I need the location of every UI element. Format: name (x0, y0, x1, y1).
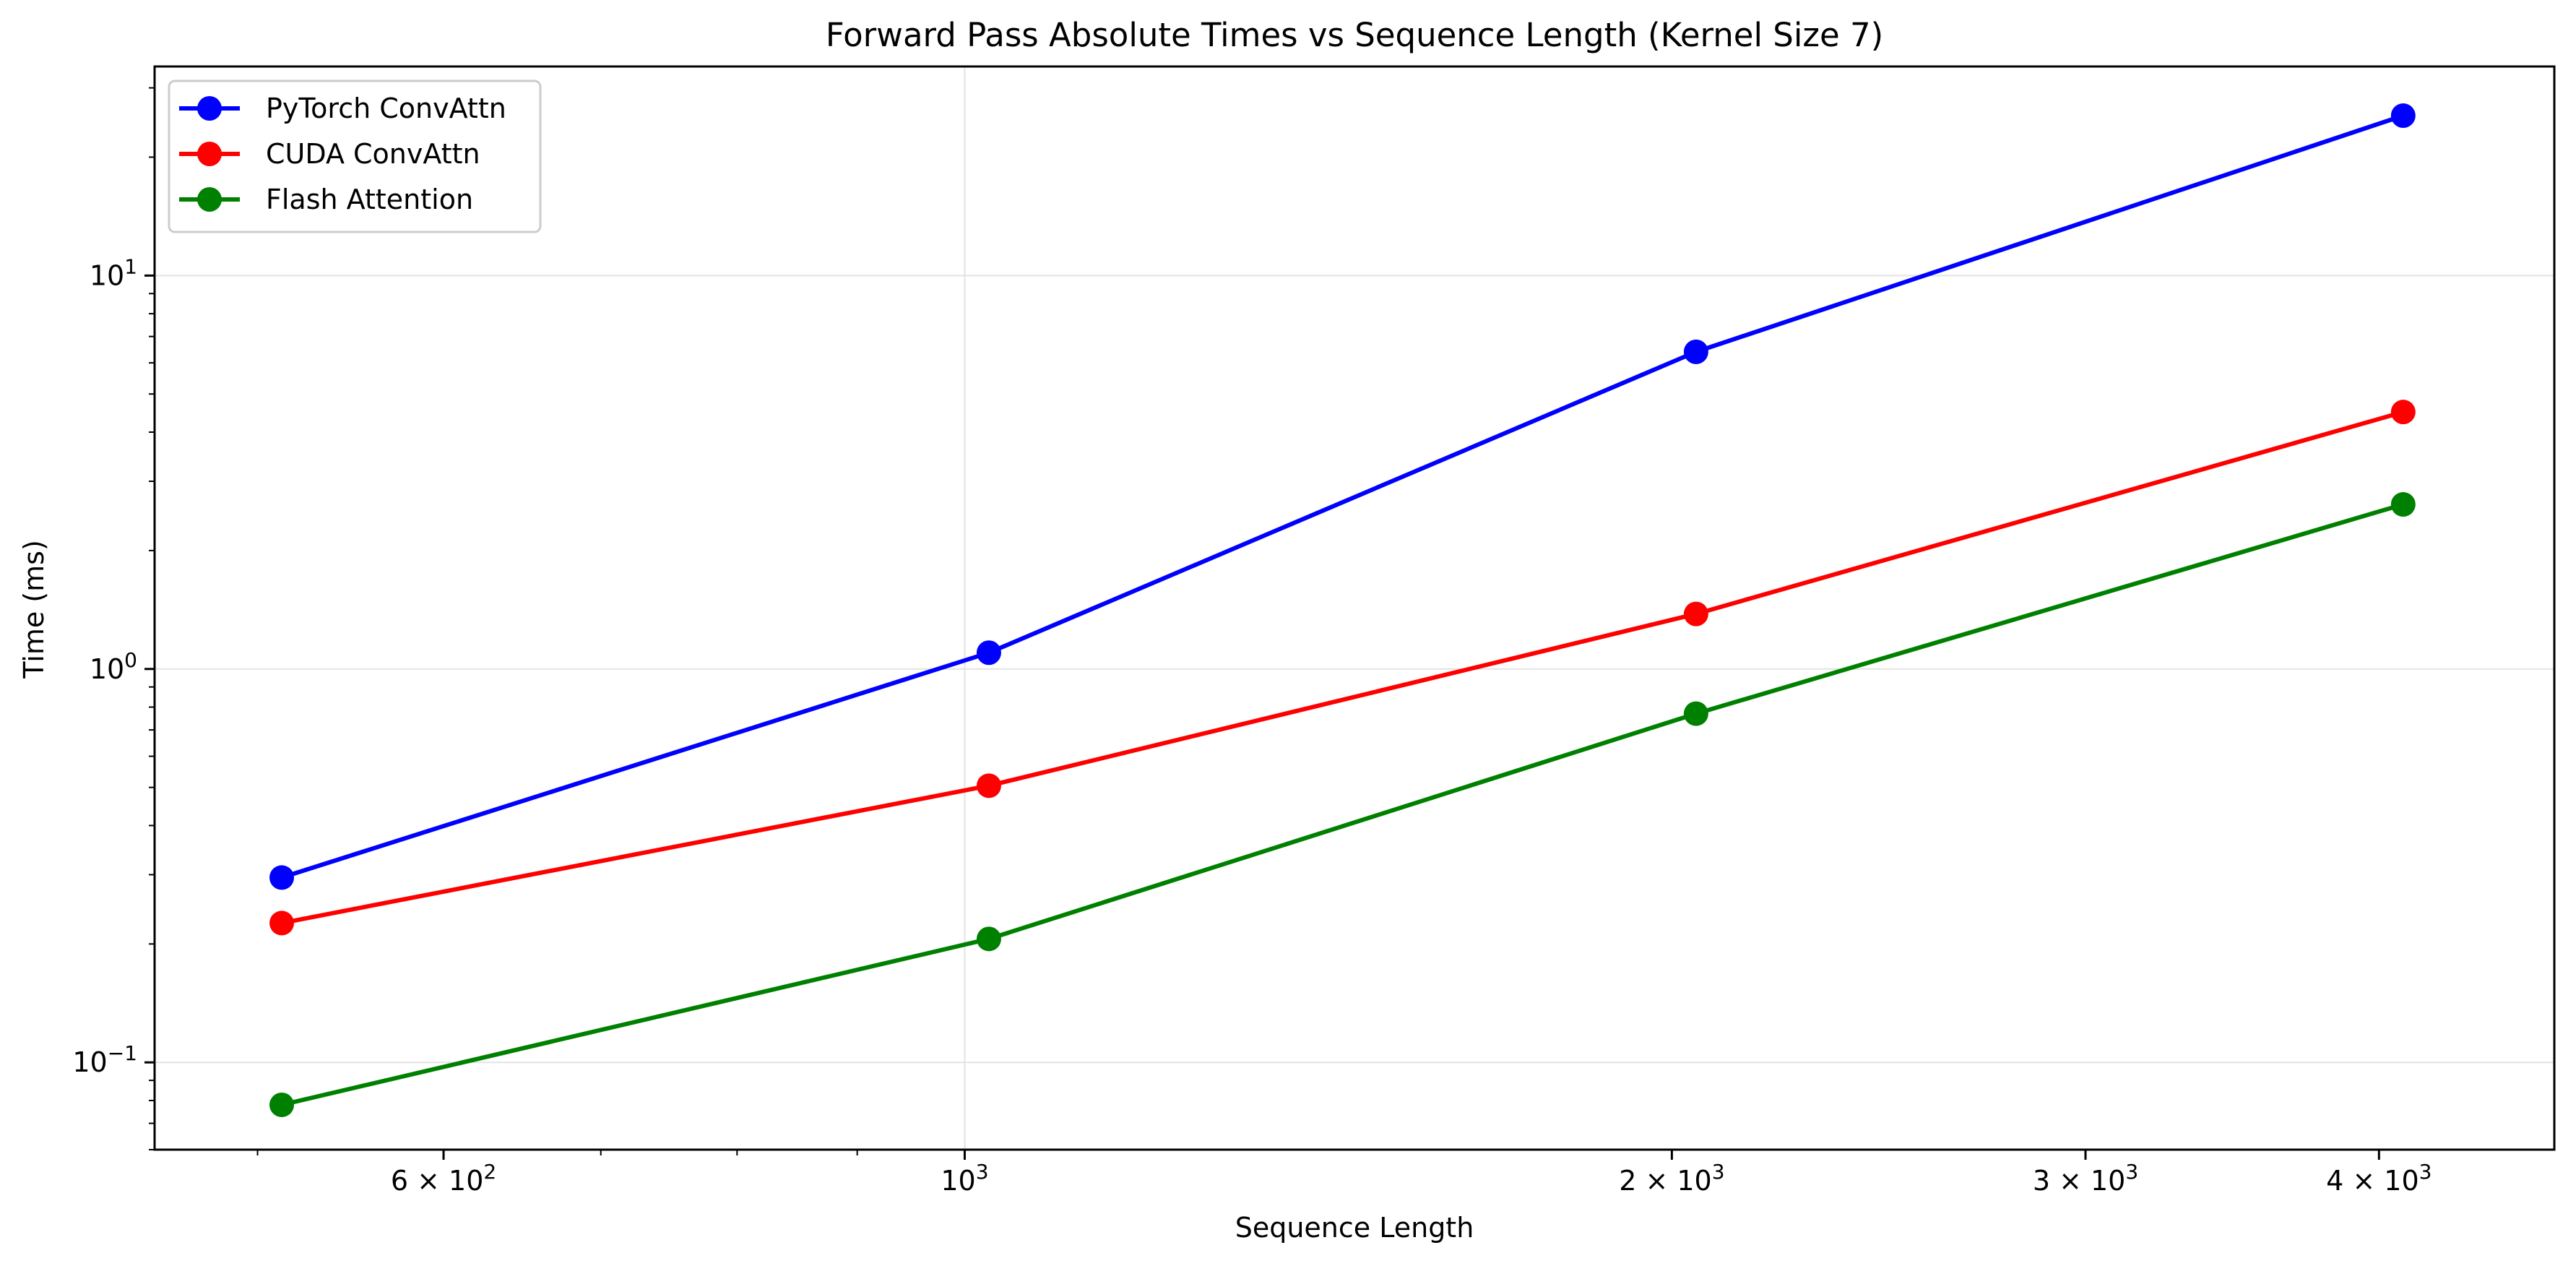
y-tick-label: 10−1 (72, 1041, 137, 1078)
x-tick-label: 103 (941, 1160, 988, 1197)
legend-entry: PyTorch ConvAttn (179, 92, 506, 124)
data-point (976, 640, 1001, 666)
series-lines (269, 103, 2416, 1117)
plot-frame (153, 65, 2556, 1151)
legend-label: Flash Attention (266, 184, 473, 215)
data-point (269, 1092, 295, 1117)
y-tick-label: 100 (90, 648, 137, 685)
series-line (281, 410, 2404, 926)
grid-lines (155, 66, 2554, 1150)
y-axis-label: Time (ms) (18, 540, 50, 679)
legend-marker (197, 187, 222, 212)
chart-title: Forward Pass Absolute Times vs Sequence … (826, 16, 1883, 54)
legend-entry: CUDA ConvAttn (179, 138, 480, 170)
data-point (1683, 601, 1708, 626)
legend-entry: Flash Attention (179, 184, 473, 215)
series-2 (269, 400, 2416, 936)
y-tick-labels: 10−1 100 101 (72, 254, 137, 1078)
x-tick-label: 6 × 102 (391, 1160, 496, 1197)
data-point (1683, 701, 1708, 726)
y-tick-label: 101 (90, 254, 137, 291)
data-point (2390, 400, 2416, 425)
data-point (2390, 492, 2416, 517)
x-axis-label: Sequence Length (1235, 1212, 1474, 1244)
data-point (2390, 103, 2416, 129)
x-tick-label: 4 × 103 (2326, 1160, 2432, 1197)
series-line (281, 502, 2404, 1107)
legend-marker (197, 96, 222, 121)
legend-label: PyTorch ConvAttn (266, 92, 506, 124)
data-point (269, 865, 295, 890)
data-point (976, 773, 1001, 798)
series-line (281, 113, 2404, 880)
x-tick-label: 2 × 103 (1619, 1160, 1724, 1197)
data-point (1683, 339, 1708, 364)
x-tick-label: 3 × 103 (2033, 1160, 2138, 1197)
major-ticks (144, 274, 2380, 1160)
minor-ticks (149, 87, 2380, 1155)
legend-marker (197, 142, 222, 166)
data-point (976, 926, 1001, 952)
legend-box (168, 79, 542, 233)
x-tick-labels: 6 × 102 103 2 × 103 3 × 103 4 × 103 (391, 1160, 2432, 1197)
legend-label: CUDA ConvAttn (266, 138, 480, 170)
series-1 (269, 103, 2416, 890)
series-3 (269, 492, 2416, 1117)
data-point (269, 910, 295, 936)
legend: PyTorch ConvAttn CUDA ConvAttn Flash Atten… (168, 79, 542, 233)
